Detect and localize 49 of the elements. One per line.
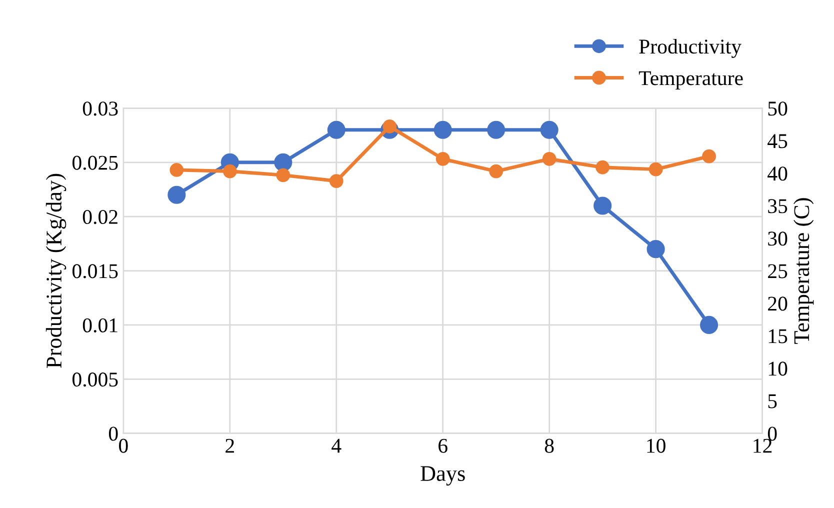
x-tick-label: 0: [119, 438, 128, 453]
y-axis-title: Productivity (Kg/day): [46, 174, 66, 368]
point: [702, 149, 716, 164]
y2-tick-label: 10: [768, 362, 788, 376]
point: [274, 153, 292, 172]
y2-tick-label: 50: [768, 102, 788, 116]
point: [434, 120, 452, 139]
x-tick-label: 12: [754, 438, 772, 453]
point: [276, 168, 290, 182]
y2-tick-label: 30: [768, 232, 788, 246]
point: [436, 152, 450, 166]
point: [596, 160, 610, 174]
y2-tick-label: 25: [768, 264, 788, 278]
y2-tick-label: 20: [768, 296, 788, 311]
x-tick-label: 2: [226, 438, 234, 453]
point: [542, 152, 556, 166]
y2-tick-label: 35: [768, 199, 788, 214]
x-tick-label: 4: [332, 438, 342, 453]
point: [487, 120, 506, 139]
point: [327, 120, 346, 139]
y2-tick-label: 5: [768, 394, 777, 408]
point: [648, 162, 663, 176]
point: [329, 174, 344, 188]
y-tick-label: 0.01: [82, 318, 118, 332]
y2-tick-label: 15: [768, 329, 788, 344]
legend-label: Temperature: [638, 71, 743, 90]
y-tick-label: 0.005: [72, 372, 118, 387]
legend-label: Productivity: [639, 38, 742, 58]
y2-tick-label: 45: [768, 134, 788, 148]
x-tick-label: 6: [438, 438, 448, 453]
point: [170, 163, 184, 177]
x-tick-label: 10: [647, 438, 666, 453]
y2-tick-label: 40: [768, 166, 788, 181]
point: [700, 316, 718, 334]
point: [594, 196, 612, 215]
y-tick-label: 0.02: [82, 210, 118, 224]
x-tick-label: 8: [544, 438, 554, 453]
y-tick-label: 0.015: [72, 264, 118, 278]
y-tick-label: 0: [108, 426, 118, 441]
y-tick-label: 0.03: [82, 102, 118, 116]
x-axis-title: Days: [420, 466, 465, 486]
point: [646, 240, 665, 258]
point: [540, 120, 558, 139]
y2-axis-title: Temperature (C): [794, 198, 814, 344]
point: [222, 164, 237, 178]
y-tick-label: 0.025: [72, 156, 118, 170]
y2-tick-label: 0: [768, 426, 777, 441]
point: [489, 164, 504, 178]
point: [168, 186, 186, 204]
